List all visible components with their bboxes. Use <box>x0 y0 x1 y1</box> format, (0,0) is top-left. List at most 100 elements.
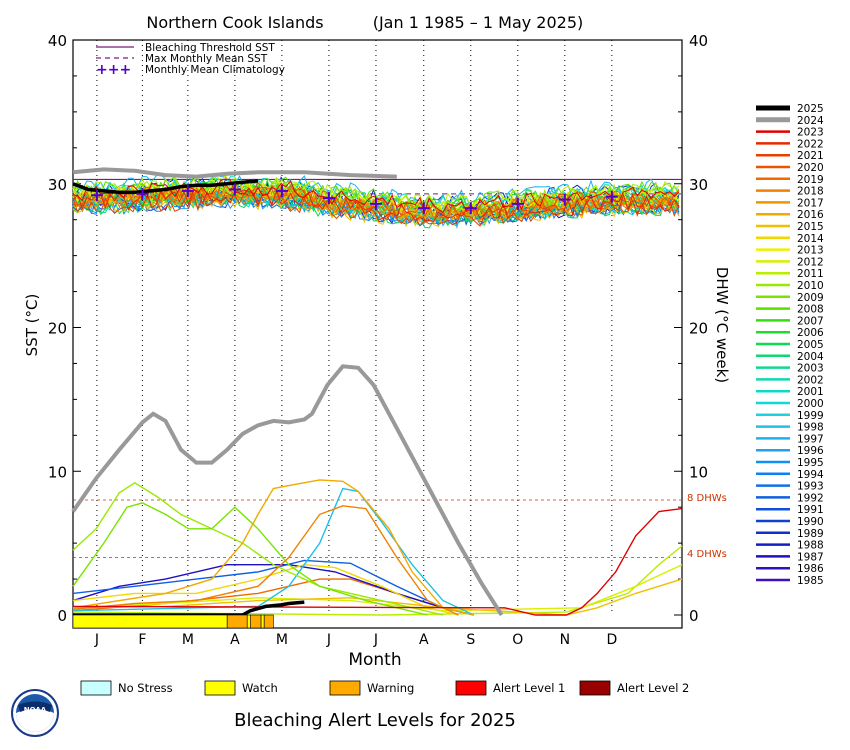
year-legend-label: 1994 <box>797 469 824 481</box>
climatology-markers <box>90 183 618 215</box>
legend-mmm-label: Max Monthly Mean SST <box>145 53 268 65</box>
alert-legend-swatch <box>80 680 112 696</box>
noaa-logo-icon: NOAA <box>11 689 59 737</box>
legend-bleaching-label: Bleaching Threshold SST <box>145 42 275 54</box>
year-legend-label: 2009 <box>797 292 824 304</box>
month-label: J <box>373 632 378 648</box>
year-legend-label: 2007 <box>797 315 824 327</box>
year-legend-label: 2003 <box>797 363 824 375</box>
year-legend: 2025202420232022202120202019201820172016… <box>756 103 824 587</box>
dhw-line-2010 <box>72 481 444 616</box>
y-tick-label-right: 40 <box>689 32 708 50</box>
alert-legend-label: Watch <box>242 681 278 695</box>
year-legend-label: 1985 <box>797 575 824 587</box>
alert-bar-segment <box>250 614 262 629</box>
year-legend-label: 1999 <box>797 410 824 422</box>
dhw-line-2011 <box>72 545 683 616</box>
month-label: O <box>512 632 523 648</box>
sst-trace-2024 <box>72 167 397 179</box>
dhw-series-lines <box>71 364 683 617</box>
y-tick-label-right: 10 <box>689 463 708 481</box>
chart-title: Northern Cook Islands <box>146 13 323 32</box>
alert-legend-label: Alert Level 1 <box>493 681 565 695</box>
y-tick-label-left: 10 <box>48 463 67 481</box>
alert-legend-swatch <box>455 680 487 696</box>
plot-frame <box>72 39 683 629</box>
year-legend-label: 1993 <box>797 481 824 493</box>
month-label: J <box>326 632 331 648</box>
year-legend-label: 1992 <box>797 492 824 504</box>
y-tick-label-right: 30 <box>689 176 708 194</box>
year-legend-label: 2008 <box>797 304 824 316</box>
alert-legend-title: Bleaching Alert Levels for 2025 <box>234 710 516 731</box>
x-axis-label: Month <box>348 650 401 670</box>
sst-trace-2025 <box>72 179 259 195</box>
year-legend-label: 2004 <box>797 351 824 363</box>
sst-trace-2023 <box>72 178 680 215</box>
y-tick-label-left: 40 <box>48 32 67 50</box>
y-tick-label-right: 20 <box>689 320 708 338</box>
chart-date-range: (Jan 1 1985 – 1 May 2025) <box>373 13 584 32</box>
dhw-line-2023 <box>72 507 683 616</box>
y-tick-label-left: 0 <box>57 607 67 625</box>
dhw-line-1998 <box>72 487 475 616</box>
y-tick-label-left: 20 <box>48 320 67 338</box>
alert-bar-2025 <box>72 614 274 629</box>
year-legend-label: 1987 <box>797 551 824 563</box>
y-axis-ticks: 0 0 10 10 20 20 30 30 40 40 <box>48 32 708 625</box>
alert-legend-swatch <box>329 680 361 696</box>
y-tick-label-right: 0 <box>689 607 699 625</box>
year-legend-label: 1988 <box>797 540 824 552</box>
year-legend-label: 2019 <box>797 174 824 186</box>
alert-bar-segment <box>263 614 274 629</box>
year-legend-label: 2017 <box>797 197 824 209</box>
threshold-legend: Bleaching Threshold SST Max Monthly Mean… <box>96 42 285 78</box>
month-label: F <box>138 632 146 648</box>
dhw-line-2024 <box>71 364 504 617</box>
sst-trace-2005 <box>72 192 680 229</box>
year-legend-label: 1990 <box>797 516 824 528</box>
alert-legend-swatch <box>204 680 236 696</box>
alert-legend-label: No Stress <box>118 681 173 695</box>
y-axis-label-right: DHW (°C week) <box>713 267 731 383</box>
month-gridlines <box>96 40 613 615</box>
dhw-line-2012 <box>72 564 683 612</box>
alert-bar-segment <box>72 614 228 629</box>
month-label: J <box>94 632 99 648</box>
dhw-4-label: 4 DHWs <box>687 549 727 560</box>
year-legend-label: 2016 <box>797 209 824 221</box>
year-legend-label: 2010 <box>797 280 824 292</box>
dhw-line-2009 <box>72 502 428 616</box>
alert-level-legend: No Stress Watch Warning Alert Level 1 Alert … <box>80 680 689 696</box>
month-label: A <box>419 632 429 648</box>
month-label: D <box>606 632 617 648</box>
year-legend-label: 1997 <box>797 433 824 445</box>
sst-trace-2015 <box>72 192 680 228</box>
year-legend-label: 2022 <box>797 138 824 150</box>
sst-trace-2021 <box>72 191 680 227</box>
year-legend-label: 1991 <box>797 504 824 516</box>
alert-legend-swatch <box>579 680 611 696</box>
alert-bar-segment <box>260 614 265 629</box>
month-label: M <box>276 632 288 648</box>
legend-climatology-marker: +++ <box>96 62 131 78</box>
year-legend-label: 1989 <box>797 528 824 540</box>
alert-bar-segment <box>246 614 251 629</box>
year-legend-label: 2025 <box>797 103 824 115</box>
dhw-line-2018 <box>72 505 459 616</box>
month-label: M <box>182 632 194 648</box>
year-legend-label: 2021 <box>797 150 824 162</box>
year-legend-label: 2002 <box>797 374 824 386</box>
legend-climatology-label: Monthly Mean Climatology <box>145 64 285 76</box>
year-legend-label: 2005 <box>797 339 824 351</box>
month-label: A <box>230 632 240 648</box>
alert-legend-label: Warning <box>367 681 414 695</box>
month-label: S <box>466 632 475 648</box>
year-legend-label: 1995 <box>797 457 824 469</box>
y-axis-label-left: SST (°C) <box>23 294 41 357</box>
year-legend-label: 2006 <box>797 327 824 339</box>
year-legend-label: 2020 <box>797 162 824 174</box>
year-legend-label: 2014 <box>797 233 824 245</box>
